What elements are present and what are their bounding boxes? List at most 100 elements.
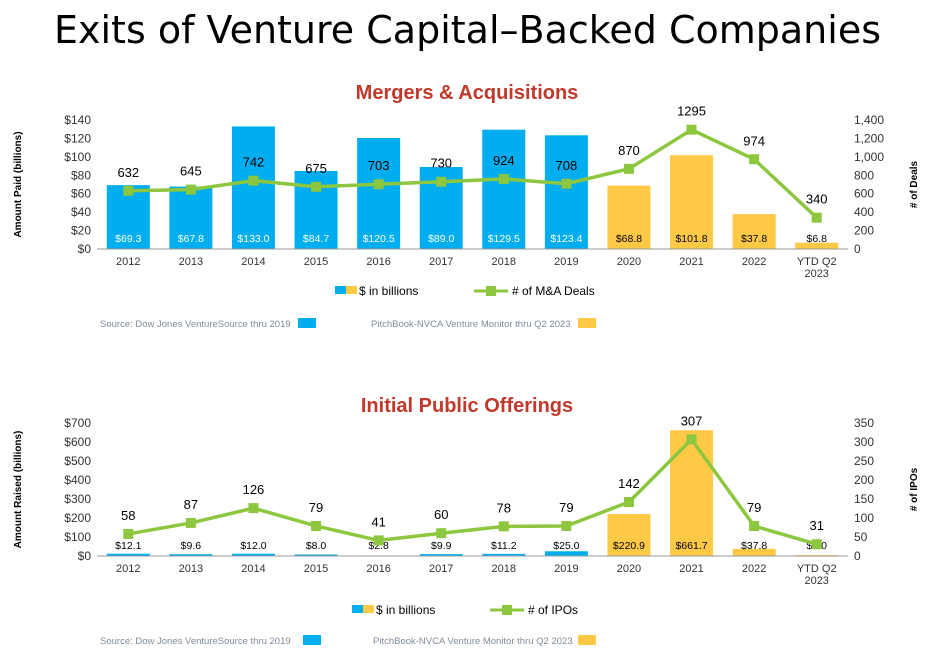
ipo-line-value-label: 79 bbox=[309, 500, 323, 515]
ipo-y2tick-label: 50 bbox=[854, 530, 868, 544]
ma-bar-value-label: $69.3 bbox=[115, 233, 141, 245]
ipo-category-label: YTD Q2 bbox=[797, 563, 837, 575]
ipo-category-label: 2023 bbox=[804, 575, 828, 587]
ipo-line-marker bbox=[123, 528, 134, 539]
ipo-ytick-label: $0 bbox=[78, 549, 92, 563]
ma-source-yellow: PitchBook-NVCA Venture Monitor thru Q2 2… bbox=[371, 319, 571, 330]
ipo-source-yellow: PitchBook-NVCA Venture Monitor thru Q2 2… bbox=[373, 636, 573, 647]
ma-y2tick-label: 400 bbox=[854, 205, 874, 219]
ma-y2tick-label: 200 bbox=[854, 224, 874, 238]
ipo-y2tick-label: 350 bbox=[854, 416, 874, 430]
ma-bar bbox=[670, 155, 714, 249]
ipo-bar-value-label: $12.1 bbox=[115, 540, 141, 552]
page-title: Exits of Venture Capital–Backed Companie… bbox=[53, 8, 882, 52]
ipo-bar bbox=[419, 554, 463, 556]
ma-line-value-label: 974 bbox=[743, 133, 765, 148]
ipo-line-value-label: 79 bbox=[747, 500, 761, 515]
ipo-line-marker bbox=[686, 434, 697, 445]
ma-bar-value-label: $89.0 bbox=[428, 233, 454, 245]
ma-line-value-label: 742 bbox=[243, 155, 265, 170]
ma-line-value-label: 730 bbox=[430, 156, 452, 171]
ma-line-marker bbox=[749, 154, 760, 165]
ipo-bar bbox=[544, 551, 588, 556]
ma-y2tick-label: 1,200 bbox=[854, 131, 884, 145]
ipo-line-value-label: 79 bbox=[559, 500, 573, 515]
ma-bar-value-label: $101.8 bbox=[675, 233, 707, 245]
ipo-legend-bar-swatch-yellow bbox=[363, 605, 374, 613]
ma-y2tick-label: 800 bbox=[854, 168, 874, 182]
ma-legend-bar-label: $ in billions bbox=[359, 284, 418, 298]
ipo-line-value-label: 41 bbox=[371, 514, 385, 529]
ma-bar bbox=[544, 135, 588, 249]
ma-category-label: 2021 bbox=[679, 256, 703, 268]
ipo-bar-value-label: $11.2 bbox=[491, 540, 517, 552]
ma-y2tick-label: 600 bbox=[854, 187, 874, 201]
ipo-line-value-label: 142 bbox=[618, 476, 640, 491]
ipo-ytick-label: $400 bbox=[64, 473, 91, 487]
ma-bar-value-label: $6.8 bbox=[806, 233, 827, 245]
ipo-line-value-label: 60 bbox=[434, 507, 448, 522]
ma-category-label: 2017 bbox=[429, 256, 453, 268]
ma-ytick-label: $40 bbox=[71, 205, 91, 219]
ma-bar bbox=[231, 126, 275, 249]
ipo-line-marker bbox=[436, 528, 447, 539]
ipo-ytick-label: $200 bbox=[64, 511, 91, 525]
ipo-legend-bar-swatch-blue bbox=[352, 605, 363, 613]
ipo-y2tick-label: 0 bbox=[854, 549, 861, 563]
ipo-line-value-label: 307 bbox=[681, 413, 703, 428]
ipo-line-value-label: 58 bbox=[121, 508, 135, 523]
ipo-bar-value-label: $12.0 bbox=[240, 540, 266, 552]
ma-line-marker bbox=[811, 212, 822, 223]
ipo-bar bbox=[607, 514, 651, 556]
ma-y2tick-label: 1,400 bbox=[854, 113, 884, 127]
ma-bar bbox=[169, 186, 213, 249]
ma-category-label: 2015 bbox=[304, 256, 328, 268]
ipo-category-label: 2016 bbox=[366, 563, 390, 575]
ma-bar-value-label: $120.5 bbox=[363, 233, 395, 245]
ma-line-value-label: 645 bbox=[180, 164, 202, 179]
ma-bar-value-label: $67.8 bbox=[178, 233, 204, 245]
ma-line-marker bbox=[123, 185, 134, 196]
ipo-line-marker bbox=[311, 520, 322, 531]
ipo-category-label: 2013 bbox=[179, 563, 203, 575]
ipo-line-series bbox=[127, 437, 818, 546]
ma-category-label: 2023 bbox=[804, 268, 828, 280]
ma-bar-value-label: $84.7 bbox=[303, 233, 329, 245]
ipo-y2tick-label: 150 bbox=[854, 492, 874, 506]
ma-line-value-label: 708 bbox=[556, 158, 578, 173]
ma-category-label: 2018 bbox=[492, 256, 516, 268]
ma-line-value-label: 632 bbox=[117, 165, 139, 180]
ma-bar bbox=[607, 185, 651, 249]
ma-category-label: 2014 bbox=[241, 256, 265, 268]
ipo-category-label: 2018 bbox=[492, 563, 516, 575]
ipo-ytick-label: $100 bbox=[64, 530, 91, 544]
ipo-bar bbox=[482, 553, 526, 556]
ipo-legend-bar-label: $ in billions bbox=[376, 603, 435, 617]
ipo-bar-value-label: $25.0 bbox=[553, 540, 579, 552]
ipo-category-label: 2019 bbox=[554, 563, 578, 575]
ma-category-label: 2020 bbox=[617, 256, 641, 268]
ipo-y2tick-label: 250 bbox=[854, 454, 874, 468]
ipo-category-label: 2021 bbox=[679, 563, 703, 575]
ma-legend-line-marker bbox=[486, 286, 496, 296]
ipo-category-label: 2022 bbox=[742, 563, 766, 575]
ipo-source-blue-swatch bbox=[303, 635, 321, 645]
ma-category-label: YTD Q2 bbox=[797, 256, 837, 268]
ipo-bar bbox=[106, 553, 150, 556]
ma-line-marker bbox=[248, 175, 259, 186]
ipo-category-label: 2017 bbox=[429, 563, 453, 575]
ipo-line-value-label: 78 bbox=[497, 500, 511, 515]
ma-legend-line-label: # of M&A Deals bbox=[512, 284, 595, 298]
ma-line-value-label: 870 bbox=[618, 143, 640, 158]
ma-ytick-label: $60 bbox=[71, 187, 91, 201]
ma-legend-bar-swatch-blue bbox=[335, 286, 346, 294]
ipo-ylabel: Amount Raised (billions) bbox=[13, 431, 24, 549]
ipo-y2tick-label: 200 bbox=[854, 473, 874, 487]
ma-bar bbox=[795, 242, 839, 249]
ma-y2tick-label: 1,000 bbox=[854, 150, 884, 164]
ipo-ytick-label: $300 bbox=[64, 492, 91, 506]
ma-line-value-label: 703 bbox=[368, 158, 390, 173]
ma-bar bbox=[357, 137, 401, 249]
ipo-ytick-label: $700 bbox=[64, 416, 91, 430]
